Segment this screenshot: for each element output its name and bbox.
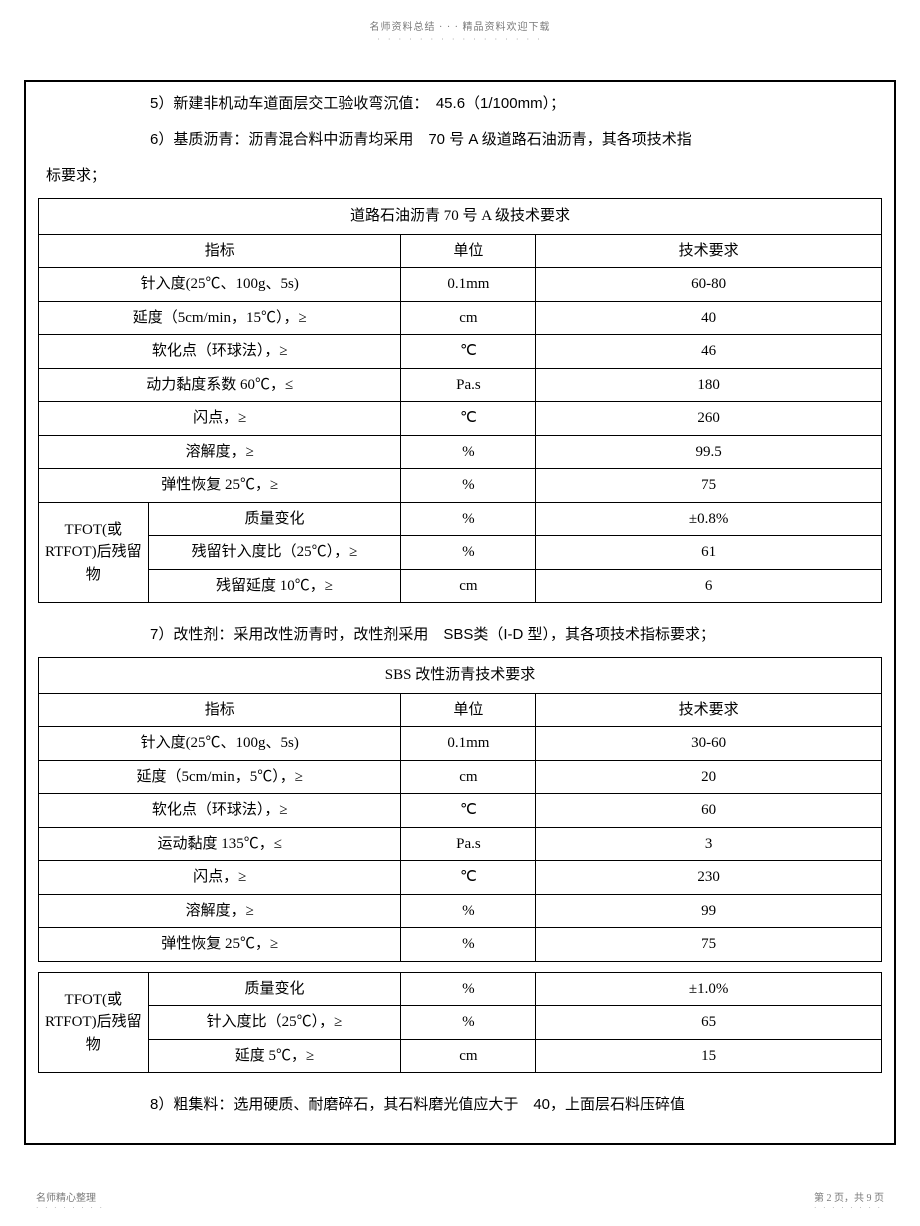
table1-cell: ±0.8% xyxy=(536,502,882,536)
table2-cell: 230 xyxy=(536,861,882,895)
footer-right-text: 第 2 页，共 9 页 xyxy=(814,1193,884,1204)
body-text-block-3: 8）粗集料：选用硬质、耐磨碎石，其石料磨光值应大于 40，上面层石料压碎值 xyxy=(38,1083,882,1123)
para-6b: 标要求； xyxy=(42,158,882,194)
table2-cell: ℃ xyxy=(401,861,536,895)
table2-cell: 20 xyxy=(536,760,882,794)
para-6a: 6）基质沥青：沥青混合料中沥青均采用 70 号 A 级道路石油沥青，其各项技术指 xyxy=(42,122,882,158)
footer-left-dots: · · · · · · · · xyxy=(36,1204,104,1212)
table1-cell: cm xyxy=(401,569,536,603)
table1-cell: 延度（5cm/min，15℃），≥ xyxy=(39,301,401,335)
body-text-block-1: 5）新建非机动车道面层交工验收弯沉值： 45.6（1/100mm）； 6）基质沥… xyxy=(38,82,882,194)
table2-cell: Pa.s xyxy=(401,827,536,861)
page-footer: 名师精心整理 · · · · · · · · 第 2 页，共 9 页 · · ·… xyxy=(0,1145,920,1226)
table1-cell: 软化点（环球法），≥ xyxy=(39,335,401,369)
table3-cell: 65 xyxy=(536,1006,882,1040)
table1-cell: 弹性恢复 25℃，≥ xyxy=(39,469,401,503)
footer-left: 名师精心整理 · · · · · · · · xyxy=(36,1189,104,1212)
table1-cell: % xyxy=(401,502,536,536)
table3-tfot-label: TFOT(或RTFOT)后残留物 xyxy=(39,972,149,1073)
table1-cell: Pa.s xyxy=(401,368,536,402)
table-sbs-tfot: TFOT(或RTFOT)后残留物 质量变化 % ±1.0% 针入度比（25℃），… xyxy=(38,972,882,1074)
table1-h-unit: 单位 xyxy=(401,234,536,268)
table2-cell: 闪点，≥ xyxy=(39,861,401,895)
footer-right: 第 2 页，共 9 页 · · · · · · · · xyxy=(814,1189,884,1212)
para-8: 8）粗集料：选用硬质、耐磨碎石，其石料磨光值应大于 40，上面层石料压碎值 xyxy=(42,1087,882,1123)
table2-cell: % xyxy=(401,894,536,928)
table3-cell: 延度 5℃，≥ xyxy=(148,1039,401,1073)
table-asphalt-70a: 道路石油沥青 70 号 A 级技术要求 指标 单位 技术要求 针入度(25℃、1… xyxy=(38,198,882,603)
table2-cell: cm xyxy=(401,760,536,794)
table3-cell: 质量变化 xyxy=(148,972,401,1006)
table1-h-req: 技术要求 xyxy=(536,234,882,268)
para-7: 7）改性剂：采用改性沥青时，改性剂采用 SBS类（I-D 型），其各项技术指标要… xyxy=(42,617,882,653)
table3-cell: 针入度比（25℃），≥ xyxy=(148,1006,401,1040)
table1-cell: 46 xyxy=(536,335,882,369)
table1-cell: 61 xyxy=(536,536,882,570)
table1-cell: % xyxy=(401,435,536,469)
table3-cell: % xyxy=(401,1006,536,1040)
table1-cell: ℃ xyxy=(401,335,536,369)
table2-cell: 3 xyxy=(536,827,882,861)
table1-cell: 动力黏度系数 60℃，≤ xyxy=(39,368,401,402)
para-5: 5）新建非机动车道面层交工验收弯沉值： 45.6（1/100mm）； xyxy=(42,86,882,122)
footer-right-dots: · · · · · · · · xyxy=(814,1204,884,1212)
table2-cell: 延度（5cm/min，5℃），≥ xyxy=(39,760,401,794)
table2-cell: 60 xyxy=(536,794,882,828)
footer-left-text: 名师精心整理 xyxy=(36,1193,96,1204)
table1-cell: 残留针入度比（25℃），≥ xyxy=(148,536,401,570)
table2-cell: 溶解度，≥ xyxy=(39,894,401,928)
table2-cell: 30-60 xyxy=(536,727,882,761)
header-dots: · · · · · · · · · · · · · · · · xyxy=(0,35,920,80)
table2-cell: 99 xyxy=(536,894,882,928)
table1-cell: % xyxy=(401,536,536,570)
table3-cell: 15 xyxy=(536,1039,882,1073)
table2-cell: 75 xyxy=(536,928,882,962)
table1-h-indicator: 指标 xyxy=(39,234,401,268)
table1-cell: 180 xyxy=(536,368,882,402)
table1-cell: 残留延度 10℃，≥ xyxy=(148,569,401,603)
table3-cell: ±1.0% xyxy=(536,972,882,1006)
body-text-block-2: 7）改性剂：采用改性沥青时，改性剂采用 SBS类（I-D 型），其各项技术指标要… xyxy=(38,613,882,653)
table2-cell: 针入度(25℃、100g、5s) xyxy=(39,727,401,761)
table2-cell: 弹性恢复 25℃，≥ xyxy=(39,928,401,962)
table-sbs: SBS 改性沥青技术要求 指标 单位 技术要求 针入度(25℃、100g、5s)… xyxy=(38,657,882,962)
table1-cell: 针入度(25℃、100g、5s) xyxy=(39,268,401,302)
table2-h-req: 技术要求 xyxy=(536,693,882,727)
table1-title: 道路石油沥青 70 号 A 级技术要求 xyxy=(39,199,882,235)
table2-cell: 运动黏度 135℃，≤ xyxy=(39,827,401,861)
table2-cell: 0.1mm xyxy=(401,727,536,761)
table1-cell: 溶解度，≥ xyxy=(39,435,401,469)
header-top: 名师资料总结 · · · 精品资料欢迎下载 xyxy=(0,0,920,35)
table1-cell: 6 xyxy=(536,569,882,603)
table1-cell: 质量变化 xyxy=(148,502,401,536)
table1-cell: 260 xyxy=(536,402,882,436)
table1-cell: 75 xyxy=(536,469,882,503)
table2-cell: 软化点（环球法），≥ xyxy=(39,794,401,828)
table1-cell: 闪点，≥ xyxy=(39,402,401,436)
table1-cell: 40 xyxy=(536,301,882,335)
table1-cell: 60-80 xyxy=(536,268,882,302)
table2-cell: ℃ xyxy=(401,794,536,828)
table1-tfot-label: TFOT(或RTFOT)后残留物 xyxy=(39,502,149,603)
table2-h-indicator: 指标 xyxy=(39,693,401,727)
table3-cell: % xyxy=(401,972,536,1006)
table2-cell: % xyxy=(401,928,536,962)
main-frame: 5）新建非机动车道面层交工验收弯沉值： 45.6（1/100mm）； 6）基质沥… xyxy=(24,80,896,1145)
table3-cell: cm xyxy=(401,1039,536,1073)
table1-cell: 0.1mm xyxy=(401,268,536,302)
table1-cell: ℃ xyxy=(401,402,536,436)
table2-h-unit: 单位 xyxy=(401,693,536,727)
table1-cell: % xyxy=(401,469,536,503)
table1-cell: cm xyxy=(401,301,536,335)
table2-title: SBS 改性沥青技术要求 xyxy=(39,658,882,694)
table1-cell: 99.5 xyxy=(536,435,882,469)
